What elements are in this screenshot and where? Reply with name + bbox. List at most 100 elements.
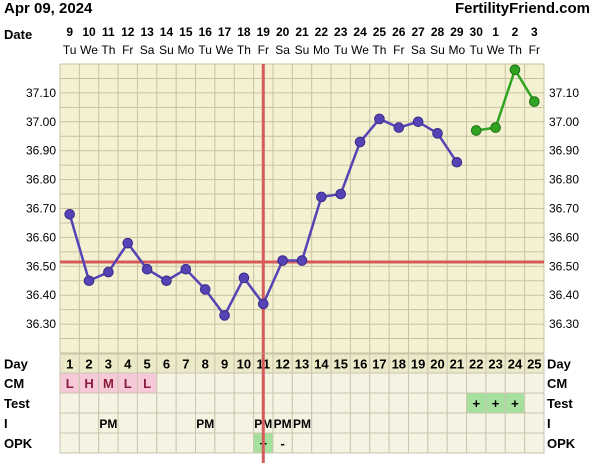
ytick-right-8: 36.30: [549, 317, 579, 331]
opk-cell-16: [369, 432, 390, 454]
test-value-22: +: [492, 396, 500, 411]
opk-cell-4: [136, 432, 158, 454]
weekday-label-15: We: [351, 43, 369, 57]
day-value-13: 14: [314, 357, 329, 372]
date-label-7: 16: [199, 25, 213, 39]
date-label-0: 9: [66, 25, 73, 39]
cm-cell-24: [524, 372, 545, 394]
cm-cell-6: [175, 372, 197, 394]
opk-cell-7: [195, 432, 216, 454]
ytick-left-0: 37.10: [26, 86, 56, 100]
weekday-label-7: Tu: [198, 43, 212, 57]
opk-cell-9: [233, 432, 255, 454]
cm-row-label-left: CM: [4, 376, 24, 391]
date-label-19: 28: [431, 25, 445, 39]
ytick-right-7: 36.40: [549, 288, 579, 302]
date-label-14: 23: [334, 25, 348, 39]
ytick-left-2: 36.90: [26, 144, 56, 158]
date-label-17: 26: [392, 25, 406, 39]
test-cell-19: [427, 392, 448, 414]
weekday-label-0: Tu: [63, 43, 77, 57]
cm-cell-8: [214, 372, 235, 394]
cm-cell-9: [233, 372, 255, 394]
opk-cell-23: [504, 432, 526, 454]
day-value-21: 22: [469, 357, 483, 372]
weekday-label-16: Th: [372, 43, 386, 57]
test-cell-16: [369, 392, 390, 414]
ytick-left-4: 36.70: [26, 202, 56, 216]
temp-point-4: [141, 263, 153, 275]
day-value-8: 9: [221, 357, 228, 372]
intercourse-cell-23: [504, 412, 526, 434]
date-row-label: Date: [4, 27, 32, 42]
day-value-0: 1: [66, 357, 73, 372]
temp-point-7: [199, 284, 211, 295]
date-label-24: 3: [531, 25, 538, 39]
weekday-label-22: We: [487, 43, 505, 57]
cm-cell-14: [330, 372, 351, 394]
cm-cell-15: [349, 372, 371, 394]
test-value-21: +: [472, 396, 480, 411]
ytick-right-2: 36.90: [549, 144, 579, 158]
date-label-23: 2: [512, 25, 519, 39]
day-value-9: 10: [237, 357, 251, 372]
date-label-10: 19: [257, 25, 271, 39]
date-label-18: 27: [411, 25, 425, 39]
intercourse-cell-17: [388, 412, 409, 434]
cm-value-3: L: [124, 376, 132, 391]
test-row-label-left: Test: [4, 396, 30, 411]
weekday-label-6: Mo: [178, 43, 195, 57]
cm-value-1: H: [84, 376, 93, 391]
intercourse-value-2: PM: [99, 417, 117, 431]
temp-point-8: [219, 310, 230, 321]
cm-cell-20: [446, 372, 468, 394]
opk-cell-20: [446, 432, 468, 454]
day-value-11: 12: [275, 357, 289, 372]
test-cell-18: [407, 392, 429, 414]
cm-value-4: L: [143, 376, 151, 391]
opk-cell-15: [349, 432, 371, 454]
date-label-4: 13: [140, 25, 154, 39]
temp-point-2: [103, 266, 114, 278]
weekday-label-1: We: [80, 43, 98, 57]
weekday-label-3: Fr: [122, 43, 133, 57]
test-cell-11: [272, 392, 293, 414]
weekday-label-18: Sa: [411, 43, 426, 57]
test-cell-4: [136, 392, 158, 414]
weekday-label-14: Tu: [334, 43, 348, 57]
cm-row-label-right: CM: [547, 376, 567, 391]
test-cell-0: [59, 392, 80, 414]
intercourse-cell-14: [330, 412, 351, 434]
test-cell-6: [175, 392, 197, 414]
day-value-5: 6: [163, 357, 170, 372]
temp-point-11: [277, 255, 288, 266]
date-label-8: 17: [218, 25, 232, 39]
test-cell-15: [349, 392, 371, 414]
ytick-left-3: 36.80: [26, 173, 56, 187]
temp-point-9: [238, 272, 250, 284]
intercourse-cell-19: [427, 412, 448, 434]
date-label-5: 14: [160, 25, 174, 39]
opk-row-label-right: OPK: [547, 436, 576, 451]
cm-value-2: M: [103, 376, 114, 391]
ytick-left-8: 36.30: [26, 317, 56, 331]
temp-point-24: [529, 96, 540, 107]
weekday-label-24: Fr: [529, 43, 540, 57]
test-cell-5: [156, 392, 177, 414]
opk-cell-0: [59, 432, 80, 454]
day-value-20: 21: [450, 357, 464, 372]
test-cell-1: [78, 392, 100, 414]
test-cell-9: [233, 392, 255, 414]
day-value-12: 13: [295, 357, 309, 372]
day-value-2: 3: [105, 357, 112, 372]
date-label-2: 11: [102, 25, 115, 39]
date-label-13: 22: [315, 25, 329, 39]
temp-point-0: [64, 208, 75, 220]
header-background: [0, 0, 600, 64]
opk-cell-12: [291, 432, 313, 454]
intercourse-cell-3: [117, 412, 138, 434]
test-value-23: +: [511, 396, 519, 411]
temp-point-17: [393, 122, 405, 133]
day-row-label-left: Day: [4, 357, 29, 372]
